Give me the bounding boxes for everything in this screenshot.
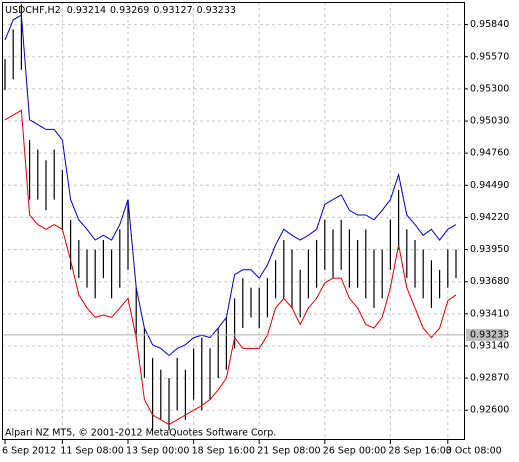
y-tick-label: 0.93950 [470, 244, 509, 255]
marks [2, 4, 464, 431]
x-tick-label: 6 Sep 2012 [2, 446, 56, 457]
plot-frame [2, 2, 465, 440]
y-tick-label: 0.92600 [470, 405, 509, 416]
quote-open: 0.93214 [67, 5, 106, 16]
y-tick-label: 0.93410 [470, 308, 509, 319]
envelope-line [4, 109, 457, 426]
y-tick-label: 0.93680 [470, 276, 509, 287]
y-tick-label: 0.94490 [470, 180, 509, 191]
y-tick-label: 0.94760 [470, 148, 509, 159]
y-tick-label: 0.92870 [470, 373, 509, 384]
y-tick-label: 0.95300 [470, 83, 509, 94]
quote-close: 0.93233 [197, 5, 236, 16]
symbol: USDCHF,H2 [5, 5, 61, 16]
x-tick-label: 26 Sep 00:00 [323, 446, 386, 457]
footer: Alpari NZ MT5, © 2001-2012 MetaQuotes So… [5, 428, 276, 439]
quote-high: 0.93269 [110, 5, 149, 16]
y-tick-label: 0.93140 [470, 340, 509, 351]
x-tick-label: 11 Sep 08:00 [60, 446, 123, 457]
envelope-line [4, 14, 457, 357]
last-price-box [466, 328, 506, 341]
x-tick-label: 3 Oct 08:00 [446, 446, 502, 457]
x-tick-label: 13 Sep 00:00 [126, 446, 189, 457]
x-tick-label: 28 Sep 16:00 [388, 446, 451, 457]
y-tick-label: 0.94220 [470, 212, 509, 223]
x-tick-label: 18 Sep 16:00 [192, 446, 255, 457]
grid [2, 2, 464, 440]
chart-header: USDCHF,H2 0.93214 0.93269 0.93127 0.93233 [5, 5, 236, 16]
y-tick-label: 0.95570 [470, 51, 509, 62]
last-price-label: 0.93233 [470, 329, 509, 340]
quote-low: 0.93127 [153, 5, 192, 16]
y-tick-label: 0.95030 [470, 116, 509, 127]
y-tick-label: 0.95840 [470, 19, 509, 30]
x-tick-label: 21 Sep 08:00 [257, 446, 320, 457]
